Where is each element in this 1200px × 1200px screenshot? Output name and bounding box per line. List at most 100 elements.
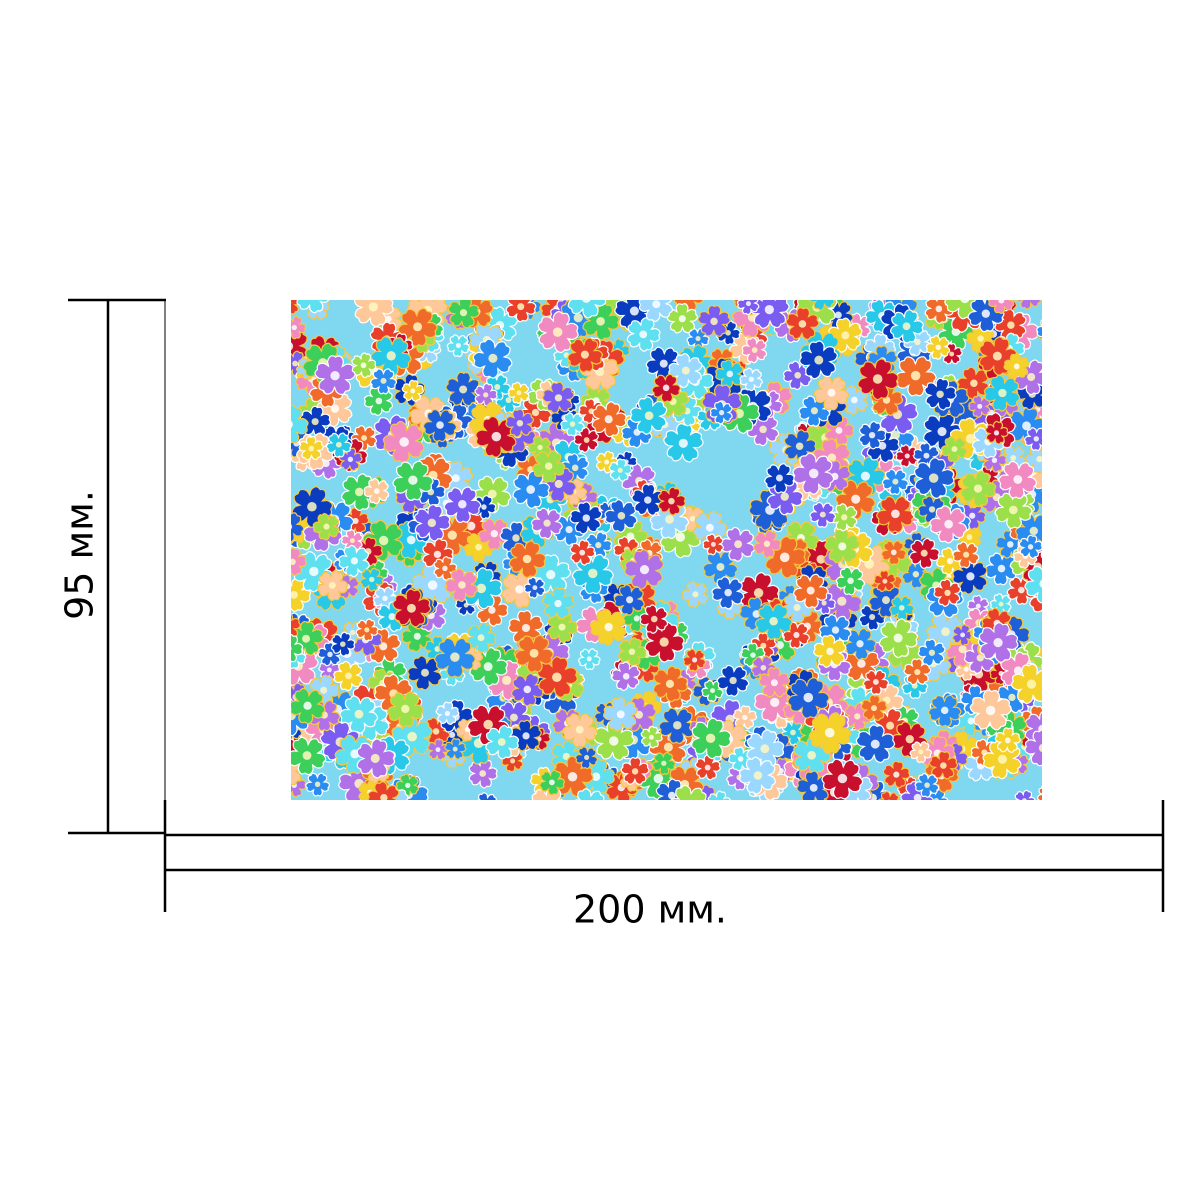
flower-center (575, 725, 584, 734)
flower-center (571, 464, 579, 472)
flower-center (1022, 798, 1027, 800)
flower-center (675, 532, 686, 542)
flower-center (872, 374, 883, 384)
flower-center (488, 606, 496, 614)
flower-center (827, 453, 837, 463)
flower-center (413, 632, 421, 640)
flower-center (663, 742, 673, 752)
flower-center (361, 435, 368, 441)
flower-center (360, 362, 367, 369)
flower-center (554, 479, 563, 489)
flower-center (628, 648, 636, 655)
flower-center (914, 668, 921, 676)
flower-center (969, 512, 976, 519)
flower-center (923, 452, 930, 459)
flower-center (893, 633, 903, 643)
flower-center (973, 484, 983, 493)
flower-center (803, 692, 814, 703)
flower-center (327, 651, 333, 658)
flower-center (1006, 541, 1014, 548)
flower-center (285, 558, 290, 563)
flower-center (573, 313, 583, 323)
flower-center (918, 749, 924, 755)
flower-center (1038, 743, 1042, 753)
flower-center (935, 305, 943, 313)
flower-center (659, 359, 668, 368)
flower-center (886, 721, 895, 730)
flower-center (303, 701, 312, 710)
flower-center (406, 535, 416, 545)
flower-center (512, 534, 520, 542)
flower-center (716, 562, 725, 571)
flower-center (924, 782, 930, 788)
flower-center (993, 430, 1000, 436)
flower-center (617, 512, 626, 520)
flower-center (309, 566, 319, 577)
flower-center (661, 760, 667, 766)
flower-center (913, 793, 922, 800)
flower-center (595, 542, 602, 549)
flower-center (633, 615, 640, 622)
flower (1023, 427, 1042, 452)
flower-center (970, 379, 978, 388)
flower-center (764, 292, 771, 299)
flower-center (814, 355, 824, 365)
flower-center (834, 311, 842, 319)
flower-center (977, 403, 983, 409)
flower-center (522, 732, 530, 740)
flower-center (705, 523, 714, 532)
flower-center (665, 679, 675, 688)
flower-center (902, 322, 911, 331)
flower-center (940, 762, 947, 769)
flower (476, 792, 497, 800)
flower-center (975, 603, 981, 609)
flower-center (928, 649, 936, 656)
flower-center (892, 478, 899, 485)
flower-center (526, 485, 536, 494)
flower-center (552, 672, 562, 682)
flower-center (940, 706, 949, 715)
flower-center (1039, 579, 1042, 588)
flower-center (966, 572, 975, 581)
flower-center (695, 336, 701, 342)
flower-center (639, 330, 648, 339)
flower-center (1013, 363, 1020, 370)
flower-center (516, 390, 522, 396)
flower-center (452, 474, 460, 483)
flower-center (887, 799, 891, 800)
flower-center (364, 627, 370, 633)
flower-center (1045, 542, 1052, 549)
flower-center (750, 652, 756, 658)
flower-center (726, 370, 734, 378)
flower-center (580, 350, 589, 359)
flower-center (529, 648, 539, 658)
flower (707, 790, 731, 800)
flower-center (617, 467, 623, 473)
flower-center (432, 728, 440, 735)
flower-center (724, 588, 732, 597)
flower-center (543, 519, 551, 527)
flower-center (871, 705, 878, 712)
flower-center (652, 300, 661, 309)
flower-center (433, 550, 442, 559)
flower-center (558, 623, 566, 631)
flower-center (857, 659, 866, 668)
flower (353, 300, 394, 328)
flower-center (653, 773, 664, 784)
flower-center (427, 580, 438, 590)
flower-center (307, 501, 317, 512)
flower-center (946, 558, 954, 565)
flower-center (905, 801, 911, 807)
flower-center (998, 300, 1005, 304)
flower-center (992, 351, 1002, 361)
flower-center (798, 320, 807, 328)
flower (1024, 565, 1042, 604)
flower-center (565, 525, 573, 534)
flower-center (410, 388, 416, 394)
flower-center (850, 396, 858, 404)
flower-center (718, 799, 720, 800)
flower-center (569, 421, 576, 427)
flower-center (505, 397, 512, 404)
flower-center (793, 631, 800, 639)
